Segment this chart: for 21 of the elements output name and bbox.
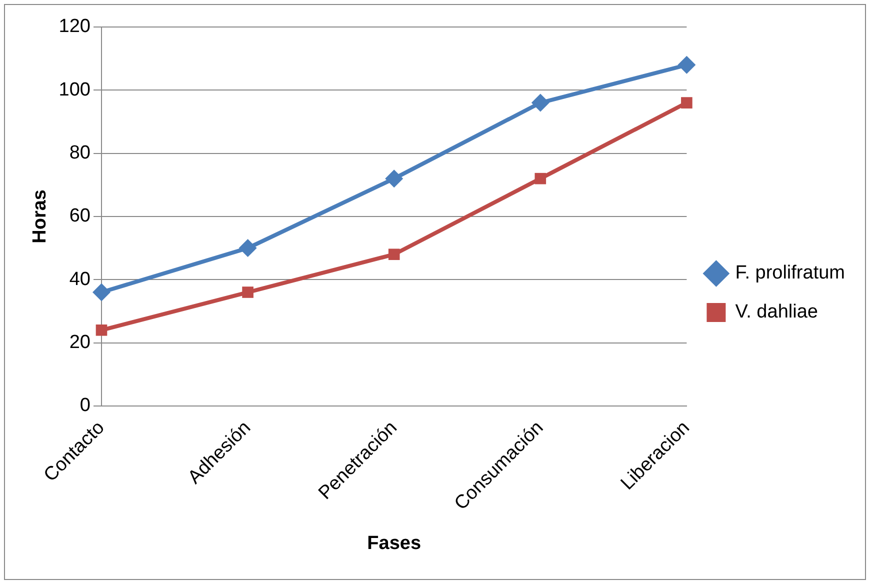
y-tick-label: 0: [80, 395, 90, 416]
point: [92, 283, 110, 302]
y-axis-title: Horas: [30, 190, 51, 244]
y-tick-label: 120: [58, 16, 90, 38]
point: [531, 94, 550, 112]
y-tick-label: 80: [69, 142, 90, 164]
x-axis-title: Fases: [367, 532, 422, 554]
y-tick-label: 40: [69, 268, 90, 290]
y-tick-label: 60: [69, 206, 90, 227]
legend-label: F. prolifratum: [735, 262, 846, 284]
point: [534, 172, 546, 184]
point: [678, 56, 696, 74]
point: [388, 248, 400, 260]
point: [385, 170, 404, 188]
point: [242, 286, 254, 298]
point: [96, 324, 108, 336]
y-tick-label: 100: [58, 79, 90, 100]
point: [238, 239, 257, 258]
point: [681, 97, 692, 108]
legend-label: V. dahliae: [735, 302, 818, 323]
y-tick-label: 20: [69, 332, 90, 354]
